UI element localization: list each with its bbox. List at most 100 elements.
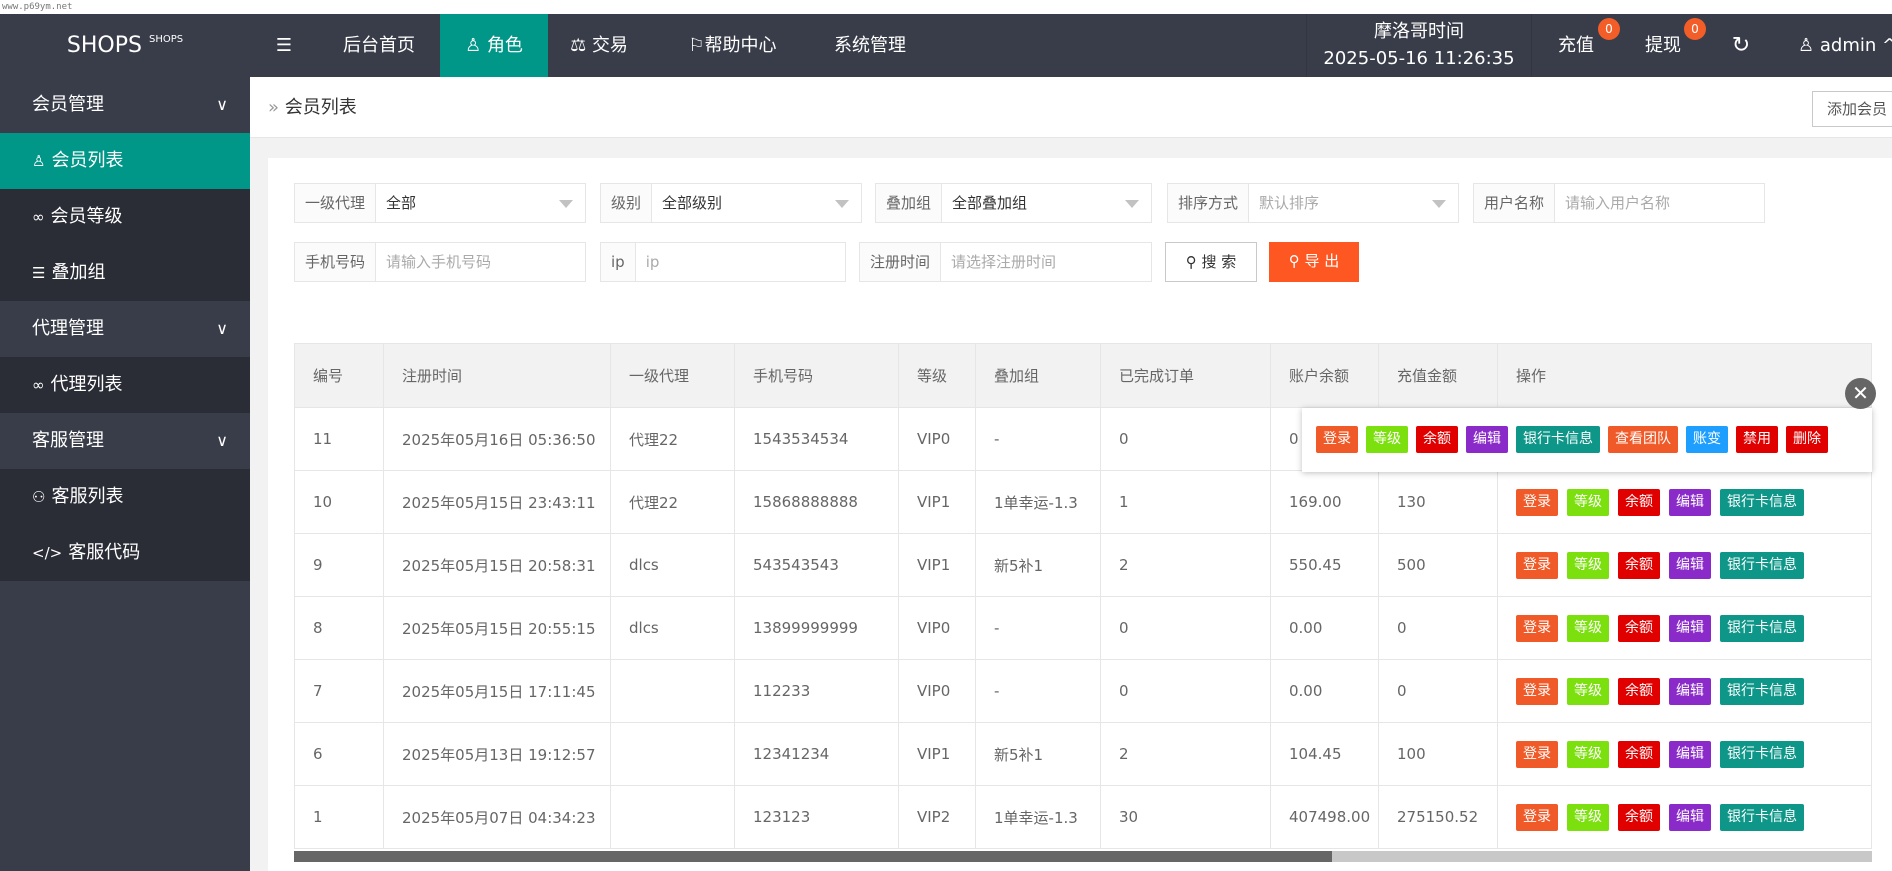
add-member-button[interactable]: 添加会员 xyxy=(1811,91,1892,127)
sidebar-item[interactable]: 代理管理 ∨ xyxy=(0,301,250,357)
action-button[interactable]: 银行卡信息 xyxy=(1720,488,1804,516)
column-header: 叠加组 xyxy=(975,343,1101,408)
popup-action-button[interactable]: 等级 xyxy=(1366,426,1408,453)
popup-action-button[interactable]: 禁用 xyxy=(1736,426,1778,453)
table-cell: 130 xyxy=(1378,470,1498,534)
action-button[interactable]: 余额 xyxy=(1618,614,1660,642)
action-button[interactable]: 编辑 xyxy=(1669,803,1711,831)
action-button[interactable]: 登录 xyxy=(1516,488,1558,516)
nav-home[interactable]: 后台首页 xyxy=(343,35,415,56)
action-button[interactable]: 余额 xyxy=(1618,551,1660,579)
popup-action-button[interactable]: 查看团队 xyxy=(1608,426,1678,453)
action-button[interactable]: 余额 xyxy=(1618,803,1660,831)
group-select[interactable]: 叠加组 全部叠加组 xyxy=(875,183,1152,223)
user-menu[interactable]: ♙ admin ^ xyxy=(1798,35,1892,56)
action-button[interactable]: 登录 xyxy=(1516,803,1558,831)
nav-trade[interactable]: ⚖ 交易 xyxy=(570,35,628,56)
table-cell: dlcs xyxy=(610,533,735,597)
popup-action-button[interactable]: 删除 xyxy=(1786,426,1828,453)
sidebar-item-label: 会员等级 xyxy=(50,206,123,227)
action-button[interactable]: 余额 xyxy=(1618,740,1660,768)
sidebar-item-label: 叠加组 xyxy=(51,262,106,283)
menu-toggle-icon[interactable]: ☰ xyxy=(275,35,293,56)
action-button[interactable]: 余额 xyxy=(1618,677,1660,705)
table-cell: 2 xyxy=(1100,722,1271,786)
action-button[interactable]: 等级 xyxy=(1567,551,1609,579)
table-cell: 2025年05月13日 19:12:57 xyxy=(383,722,611,786)
close-icon[interactable]: ✕ xyxy=(1845,378,1876,409)
action-button[interactable]: 银行卡信息 xyxy=(1720,803,1804,831)
table-cell: 10 xyxy=(294,470,384,534)
sidebar-item[interactable]: ♙ 会员列表 xyxy=(0,133,250,189)
action-button[interactable]: 等级 xyxy=(1567,803,1609,831)
sidebar-item[interactable]: ∞ 代理列表 xyxy=(0,357,250,413)
nav-help[interactable]: ⚐帮助中心 xyxy=(688,35,777,56)
table-cell: 0 xyxy=(1100,596,1271,660)
popup-action-button[interactable]: 编辑 xyxy=(1466,426,1508,453)
actions-cell: 登录 等级 余额 编辑 银行卡信息 xyxy=(1497,659,1872,723)
actions-cell: 登录 等级 余额 编辑 银行卡信息 xyxy=(1497,596,1872,660)
action-button[interactable]: 登录 xyxy=(1516,740,1558,768)
withdraw-button[interactable]: 提现 0 xyxy=(1620,14,1706,77)
action-button[interactable]: 等级 xyxy=(1567,488,1609,516)
sidebar-item[interactable]: 客服管理 ∨ xyxy=(0,413,250,469)
popup-action-button[interactable]: 账变 xyxy=(1686,426,1728,453)
horizontal-scrollbar[interactable] xyxy=(294,851,1872,862)
action-button[interactable]: 等级 xyxy=(1567,740,1609,768)
withdraw-badge: 0 xyxy=(1684,18,1706,40)
table-cell: VIP1 xyxy=(898,470,976,534)
table-cell xyxy=(610,785,735,849)
popup-action-button[interactable]: 银行卡信息 xyxy=(1516,426,1600,453)
search-button[interactable]: ⚲ 搜 索 xyxy=(1165,242,1257,282)
sidebar-item[interactable]: 会员管理 ∨ xyxy=(0,77,250,133)
action-button[interactable]: 登录 xyxy=(1516,614,1558,642)
sidebar-item-label: 客服代码 xyxy=(68,542,141,563)
scrollbar-thumb[interactable] xyxy=(294,851,1332,862)
nav-system[interactable]: 系统管理 xyxy=(834,35,906,56)
table-cell: 7 xyxy=(294,659,384,723)
level-select[interactable]: 级别 全部级别 xyxy=(600,183,862,223)
sidebar-item-label: 客服列表 xyxy=(51,486,124,507)
sidebar-item[interactable]: ☰ 叠加组 xyxy=(0,245,250,301)
action-button[interactable]: 编辑 xyxy=(1669,551,1711,579)
logo[interactable]: SHOPS SHOPS xyxy=(66,33,184,58)
list-icon: ☰ xyxy=(32,264,46,282)
sidebar-item[interactable]: ⚇ 客服列表 xyxy=(0,469,250,525)
sidebar-item[interactable]: ∞ 会员等级 xyxy=(0,189,250,245)
refresh-icon[interactable]: ↻ xyxy=(1731,33,1751,58)
action-button[interactable]: 等级 xyxy=(1567,677,1609,705)
ip-input[interactable]: ip ip xyxy=(600,242,846,282)
phone-input[interactable]: 手机号码 请输入手机号码 xyxy=(294,242,586,282)
column-header: 已完成订单 xyxy=(1100,343,1271,408)
action-button[interactable]: 登录 xyxy=(1516,677,1558,705)
recharge-badge: 0 xyxy=(1598,18,1620,40)
sidebar-item-label: 代理列表 xyxy=(50,374,123,395)
action-button[interactable]: 余额 xyxy=(1618,488,1660,516)
link-icon: ∞ xyxy=(32,376,45,394)
sidebar-item[interactable]: </> 客服代码 xyxy=(0,525,250,581)
action-button[interactable]: 登录 xyxy=(1516,551,1558,579)
popup-action-button[interactable]: 登录 xyxy=(1316,426,1358,453)
column-header: 操作 xyxy=(1497,343,1872,408)
agent-select[interactable]: 一级代理 全部 xyxy=(294,183,586,223)
recharge-button[interactable]: 充值 0 xyxy=(1532,14,1620,77)
action-button[interactable]: 银行卡信息 xyxy=(1720,551,1804,579)
action-button[interactable]: 编辑 xyxy=(1669,740,1711,768)
table-cell: 30 xyxy=(1100,785,1271,849)
username-input[interactable]: 用户名称 请输入用户名称 xyxy=(1473,183,1765,223)
action-button[interactable]: 银行卡信息 xyxy=(1720,740,1804,768)
table-cell: 169.00 xyxy=(1270,470,1379,534)
nav-role[interactable]: ♙ 角色 xyxy=(440,14,548,77)
action-button[interactable]: 银行卡信息 xyxy=(1720,614,1804,642)
action-button[interactable]: 等级 xyxy=(1567,614,1609,642)
action-button[interactable]: 银行卡信息 xyxy=(1720,677,1804,705)
action-button[interactable]: 编辑 xyxy=(1669,677,1711,705)
action-button[interactable]: 编辑 xyxy=(1669,614,1711,642)
export-button[interactable]: ⚲ 导 出 xyxy=(1269,242,1359,282)
double-chevron-icon: » xyxy=(268,97,280,118)
action-button[interactable]: 编辑 xyxy=(1669,488,1711,516)
regtime-input[interactable]: 注册时间 请选择注册时间 xyxy=(859,242,1152,282)
popup-action-button[interactable]: 余额 xyxy=(1416,426,1458,453)
table-cell: 12341234 xyxy=(734,722,899,786)
sort-select[interactable]: 排序方式 默认排序 xyxy=(1167,183,1459,223)
